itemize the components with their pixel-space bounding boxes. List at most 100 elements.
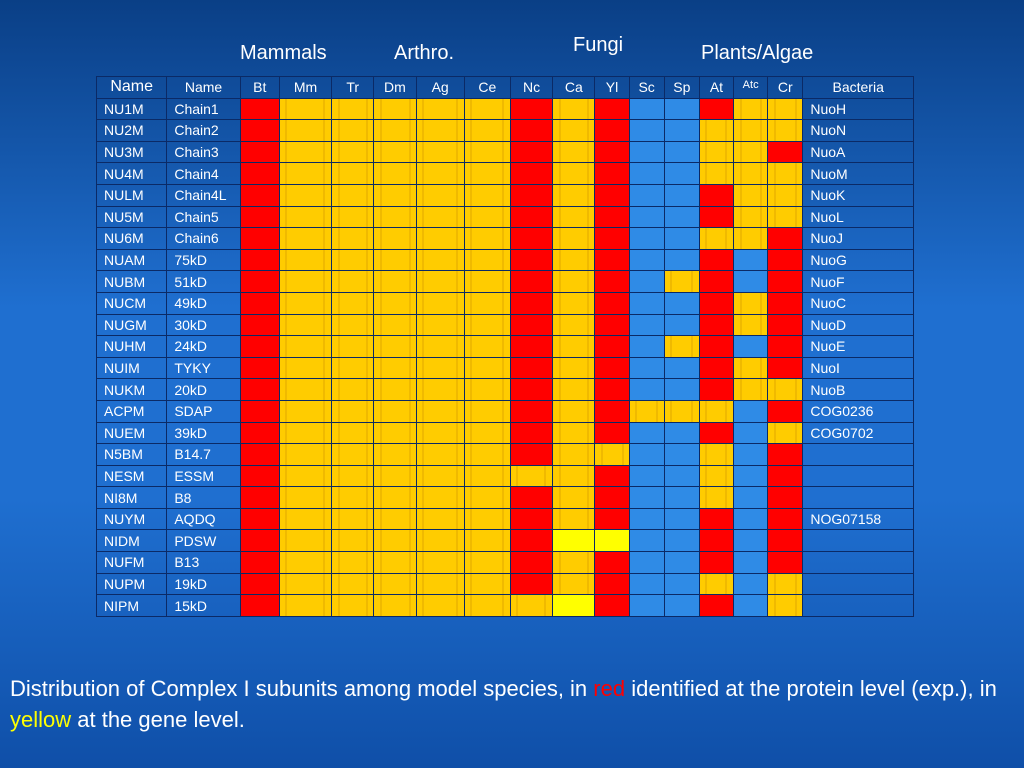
presence-cell-mm — [278, 378, 333, 401]
presence-cell-mm — [278, 486, 333, 509]
chain-name-cell: Chain2 — [166, 119, 241, 142]
presence-cell-mm — [278, 572, 333, 596]
presence-cell-ce — [463, 464, 511, 488]
presence-cell-sp — [663, 443, 700, 466]
subunit-name-cell: NU3M — [95, 140, 168, 164]
chain-name-cell: 24kD — [166, 335, 241, 358]
presence-cell-ag — [415, 464, 465, 488]
group-label-plants-algae: Plants/Algae — [701, 42, 814, 64]
presence-cell-bt — [239, 227, 280, 250]
chain-name-cell: TYKY — [166, 356, 241, 380]
presence-cell-bt — [239, 356, 280, 380]
subunit-name-cell: NUPM — [95, 572, 168, 596]
presence-cell-atc — [733, 119, 769, 142]
header-sp: Sp — [663, 76, 700, 99]
presence-cell-nc — [509, 464, 554, 488]
bacteria-homolog-cell — [802, 594, 914, 617]
presence-cell-ag — [415, 97, 465, 121]
presence-cell-ca — [552, 162, 596, 185]
presence-cell-tr — [331, 399, 375, 423]
presence-cell-ce — [463, 183, 511, 207]
presence-cell-tr — [331, 162, 375, 185]
table-row: NULM Chain4L NuoK — [95, 183, 914, 207]
presence-cell-atc — [733, 572, 769, 596]
presence-cell-sc — [628, 227, 665, 250]
presence-cell-sc — [628, 313, 665, 337]
table-row: NU2M Chain2 NuoN — [95, 119, 914, 142]
subunit-name-cell: N5BM — [95, 443, 168, 466]
presence-cell-nc — [509, 356, 554, 380]
presence-cell-cr — [767, 507, 804, 531]
presence-cell-ag — [415, 378, 465, 401]
chain-name-cell: 19kD — [166, 572, 241, 596]
presence-cell-bt — [239, 313, 280, 337]
presence-cell-yl — [594, 572, 630, 596]
presence-cell-ca — [552, 248, 596, 272]
presence-cell-yl — [594, 378, 630, 401]
presence-cell-cr — [767, 378, 804, 401]
presence-cell-at — [698, 594, 735, 617]
presence-cell-dm — [373, 248, 417, 272]
presence-cell-dm — [373, 97, 417, 121]
table-row: ACPM SDAP COG0236 — [95, 399, 914, 423]
presence-cell-mm — [278, 421, 333, 445]
presence-cell-tr — [331, 248, 375, 272]
presence-cell-ca — [552, 205, 596, 229]
presence-cell-atc — [733, 270, 769, 293]
header-ag: Ag — [415, 76, 465, 99]
presence-cell-ag — [415, 205, 465, 229]
table-row: NI8M B8 — [95, 486, 914, 509]
presence-cell-nc — [509, 378, 554, 401]
presence-cell-sp — [663, 140, 700, 164]
presence-cell-mm — [278, 356, 333, 380]
presence-cell-yl — [594, 529, 630, 553]
presence-cell-sp — [663, 313, 700, 337]
presence-cell-sc — [628, 162, 665, 185]
bacteria-homolog-cell: NuoG — [802, 248, 914, 272]
presence-cell-cr — [767, 529, 804, 553]
presence-cell-ag — [415, 162, 465, 185]
presence-cell-yl — [594, 97, 630, 121]
presence-cell-nc — [509, 551, 554, 574]
presence-cell-tr — [331, 378, 375, 401]
presence-cell-yl — [594, 507, 630, 531]
presence-cell-sc — [628, 464, 665, 488]
presence-cell-ag — [415, 248, 465, 272]
presence-cell-yl — [594, 399, 630, 423]
presence-cell-nc — [509, 119, 554, 142]
presence-cell-mm — [278, 464, 333, 488]
presence-cell-ca — [552, 507, 596, 531]
presence-cell-nc — [509, 421, 554, 445]
header-chain-name: Name — [166, 76, 241, 99]
presence-cell-sc — [628, 551, 665, 574]
presence-cell-yl — [594, 421, 630, 445]
presence-cell-bt — [239, 119, 280, 142]
presence-cell-bt — [239, 291, 280, 315]
chain-name-cell: Chain6 — [166, 227, 241, 250]
table-row: NUKM 20kD NuoB — [95, 378, 914, 401]
chain-name-cell: AQDQ — [166, 507, 241, 531]
chain-name-cell: B14.7 — [166, 443, 241, 466]
presence-cell-ce — [463, 399, 511, 423]
header-nc: Nc — [509, 76, 554, 99]
presence-cell-ce — [463, 529, 511, 553]
chain-name-cell: 30kD — [166, 313, 241, 337]
presence-cell-sp — [663, 119, 700, 142]
presence-cell-sp — [663, 205, 700, 229]
presence-cell-tr — [331, 313, 375, 337]
presence-cell-ca — [552, 356, 596, 380]
subunit-name-cell: NI8M — [95, 486, 168, 509]
presence-cell-nc — [509, 594, 554, 617]
presence-cell-tr — [331, 140, 375, 164]
presence-cell-mm — [278, 97, 333, 121]
presence-cell-nc — [509, 140, 554, 164]
bacteria-homolog-cell: NuoE — [802, 335, 914, 358]
presence-cell-atc — [733, 162, 769, 185]
presence-cell-bt — [239, 399, 280, 423]
presence-cell-nc — [509, 270, 554, 293]
presence-cell-atc — [733, 594, 769, 617]
subunit-name-cell: NUFM — [95, 551, 168, 574]
subunit-name-cell: NUHM — [95, 335, 168, 358]
presence-cell-yl — [594, 313, 630, 337]
presence-cell-yl — [594, 227, 630, 250]
